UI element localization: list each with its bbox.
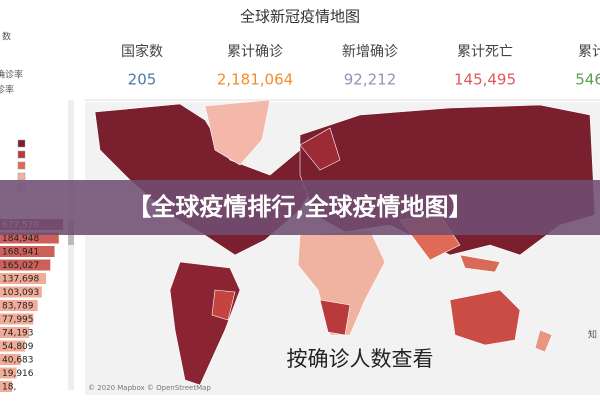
map-attribution: © 2020 Mapbox © OpenStreetMap — [88, 384, 211, 392]
list-bar — [0, 286, 42, 298]
list-value: 54,809 — [2, 342, 34, 352]
page-title: 全球新冠疫情地图 — [240, 8, 360, 26]
list-bar — [0, 300, 38, 311]
side-label: 数 — [2, 31, 11, 43]
list-value: 18, — [2, 383, 16, 393]
list-value: 74,193 — [2, 329, 34, 339]
stats-row: 国家数 205 累计确诊 2,181,064 新增确诊 92,212 累计死亡 145,495… — [121, 43, 600, 89]
stat-value: 145,495 — [454, 71, 516, 89]
side-label: 诊率 — [0, 84, 14, 96]
list-bar — [0, 354, 21, 365]
legend-swatch — [17, 139, 26, 148]
side-label: 确诊率 — [0, 69, 23, 81]
stat-label: 累计确诊 — [227, 44, 283, 60]
stat-value: 546, — [575, 71, 600, 89]
list-value: 40,683 — [2, 356, 34, 366]
legend-swatch — [17, 172, 26, 181]
list-bar — [0, 273, 47, 284]
list-value: 19,916 — [2, 369, 34, 379]
list-value: 77,995 — [2, 315, 34, 325]
banner-band — [0, 180, 600, 235]
stat-label: 新增确诊 — [342, 44, 398, 60]
legend-swatch — [17, 161, 26, 170]
list-bar — [0, 327, 30, 338]
stat-value: 92,212 — [344, 71, 397, 89]
list-value: 168,941 — [2, 248, 39, 258]
stat-value: 2,181,064 — [217, 71, 293, 89]
stat-value: 205 — [128, 71, 157, 89]
list-bar — [0, 340, 25, 352]
map-caption: 按确诊人数查看 — [287, 347, 434, 371]
list-value: 165,027 — [2, 261, 39, 271]
stat-label: 累计死亡 — [457, 44, 513, 60]
list-bar — [0, 232, 59, 244]
list-bar — [0, 313, 34, 325]
list-bar — [0, 259, 51, 271]
corner-note: 知 — [588, 329, 597, 341]
list-value: 184,948 — [2, 234, 39, 244]
stat-label: 国家数 — [121, 43, 163, 60]
list-bar — [0, 367, 17, 379]
banner-text: 【全球疫情排行,全球疫情地图】 — [127, 193, 472, 221]
list-value: 83,789 — [2, 302, 34, 312]
legend-swatch — [17, 150, 26, 159]
stat-label: 累计 — [578, 44, 600, 60]
list-value: 103,093 — [2, 288, 39, 298]
list-value: 137,698 — [2, 275, 39, 285]
list-bar — [0, 381, 13, 392]
list-bar — [0, 246, 55, 257]
